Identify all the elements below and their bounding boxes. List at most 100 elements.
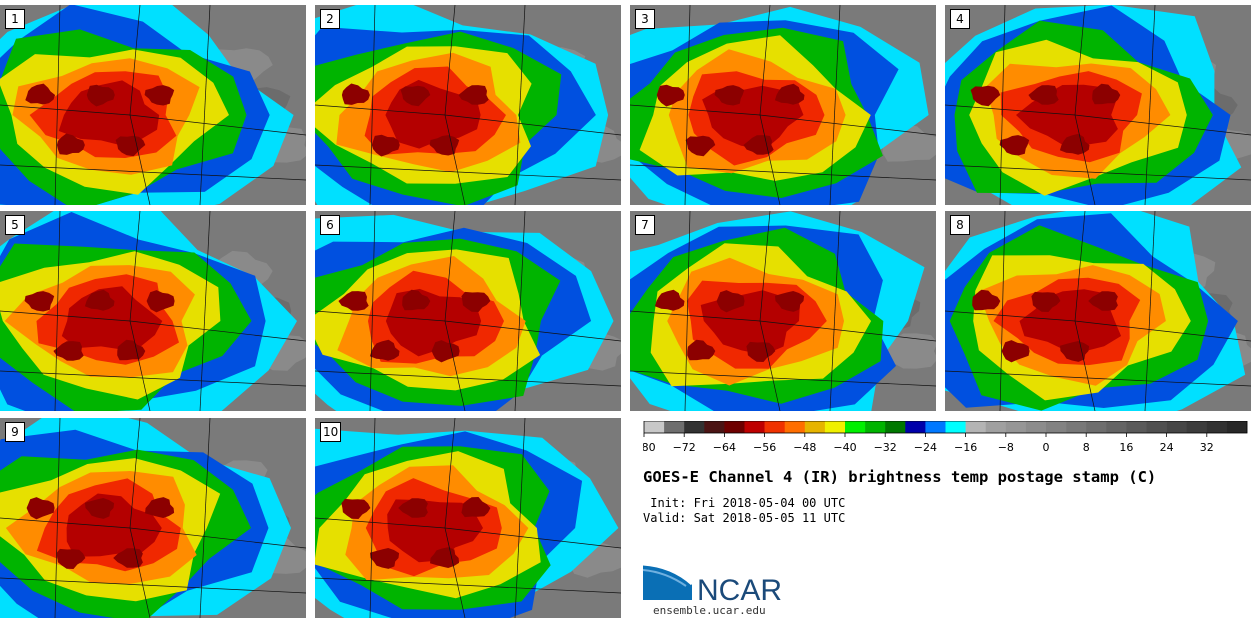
cold-core: [56, 548, 86, 569]
ir-satellite-map: [315, 418, 621, 618]
cold-core: [369, 339, 400, 361]
state-boundary: [315, 517, 446, 529]
colorbar-tick-label: −80: [643, 441, 656, 454]
state-boundary: [315, 310, 446, 322]
colorbar-tick-label: −64: [713, 441, 736, 454]
panel-number: 9: [5, 422, 25, 442]
state-boundary: [129, 320, 306, 342]
cold-core: [341, 83, 370, 105]
panel-4: 4: [945, 5, 1251, 205]
state-boundary: [945, 310, 1076, 322]
ir-satellite-map: [315, 211, 621, 411]
init-time: Init: Fri 2018-05-04 00 UTC: [643, 496, 846, 510]
state-boundary: [0, 104, 131, 116]
state-boundary: [999, 5, 1006, 205]
state-boundary: [0, 577, 306, 594]
ir-satellite-map: [0, 418, 306, 618]
state-boundary: [0, 164, 306, 181]
state-boundary: [315, 577, 621, 594]
cold-core: [429, 135, 460, 156]
cold-core: [25, 83, 56, 105]
cold-core: [117, 339, 146, 361]
ir-satellite-map: [630, 211, 936, 411]
panel-5: 5: [0, 211, 306, 411]
colorbar-cell: [1025, 421, 1047, 433]
cold-core: [53, 341, 84, 361]
colorbar-cell: [644, 421, 665, 433]
state-boundary: [0, 517, 131, 529]
cold-core: [1092, 83, 1121, 105]
state-boundary: [759, 320, 936, 342]
colorbar-tick-label: −24: [914, 441, 937, 454]
cold-core: [1028, 85, 1059, 105]
ir-satellite-map: [315, 5, 621, 205]
cold-core: [24, 291, 55, 312]
cold-core: [716, 290, 745, 313]
state-boundary: [1144, 5, 1156, 205]
colorbar-cell: [764, 421, 785, 433]
cold-core: [1088, 291, 1118, 311]
ir-satellite-map: [945, 211, 1251, 411]
panel-10: 10: [315, 418, 621, 618]
colorbar-cell: [1186, 421, 1208, 433]
state-boundary: [54, 211, 61, 411]
cold-core: [146, 290, 175, 313]
colorbar-tick-label: 32: [1200, 441, 1214, 454]
state-boundary: [129, 114, 306, 136]
cold-core: [430, 547, 460, 568]
colorbar-cell: [1146, 421, 1167, 433]
colorbar-cell: [885, 421, 906, 433]
panel-number: 3: [635, 9, 655, 29]
cold-core: [338, 291, 369, 311]
colorbar-cell: [1005, 421, 1027, 433]
cold-core: [1060, 341, 1090, 362]
cold-core: [144, 85, 175, 106]
ir-satellite-map: [0, 5, 306, 205]
figure-title: GOES-E Channel 4 (IR) brightness temp po…: [643, 468, 1157, 486]
colorbar-cell: [684, 421, 705, 433]
cold-core: [398, 498, 428, 518]
panel-number: 2: [320, 9, 340, 29]
panel-number: 7: [635, 215, 655, 235]
state-boundary: [684, 5, 691, 205]
colorbar-tick-label: −16: [954, 441, 977, 454]
state-boundary: [1074, 320, 1251, 342]
colorbar-tick-label: −48: [793, 441, 816, 454]
colorbar-cell: [1206, 421, 1228, 433]
state-boundary: [369, 211, 376, 411]
state-boundary: [54, 5, 61, 205]
panel-number: 1: [5, 9, 25, 29]
state-boundary: [315, 370, 621, 387]
cold-core: [461, 291, 491, 312]
colorbar-cell: [824, 421, 846, 433]
panel-2: 2: [315, 5, 621, 205]
cold-core: [402, 289, 431, 311]
cold-core: [654, 289, 685, 311]
cold-core: [714, 85, 745, 106]
cold-core: [774, 83, 805, 105]
panel-9: 9: [0, 418, 306, 618]
state-boundary: [199, 418, 211, 618]
state-boundary: [315, 164, 621, 181]
state-boundary: [0, 370, 306, 387]
colorbar-cell: [865, 421, 886, 433]
ir-satellite-map: [630, 5, 936, 205]
colorbar-cell: [905, 421, 926, 433]
cold-core: [145, 497, 175, 518]
colorbar-tick-label: −56: [753, 441, 776, 454]
cold-core: [775, 291, 805, 312]
colorbar-tick-label: −8: [998, 441, 1014, 454]
state-boundary: [129, 527, 306, 549]
state-boundary: [199, 211, 211, 411]
panel-7: 7: [630, 211, 936, 411]
cold-core: [341, 498, 371, 519]
state-boundary: [514, 5, 526, 205]
cold-core: [56, 133, 85, 155]
ncar-logo: NCAR: [642, 562, 782, 607]
cold-core: [1031, 291, 1061, 312]
cold-core: [86, 84, 115, 107]
cold-core: [85, 498, 115, 519]
colorbar-tick-label: −72: [673, 441, 696, 454]
state-boundary: [630, 310, 761, 322]
